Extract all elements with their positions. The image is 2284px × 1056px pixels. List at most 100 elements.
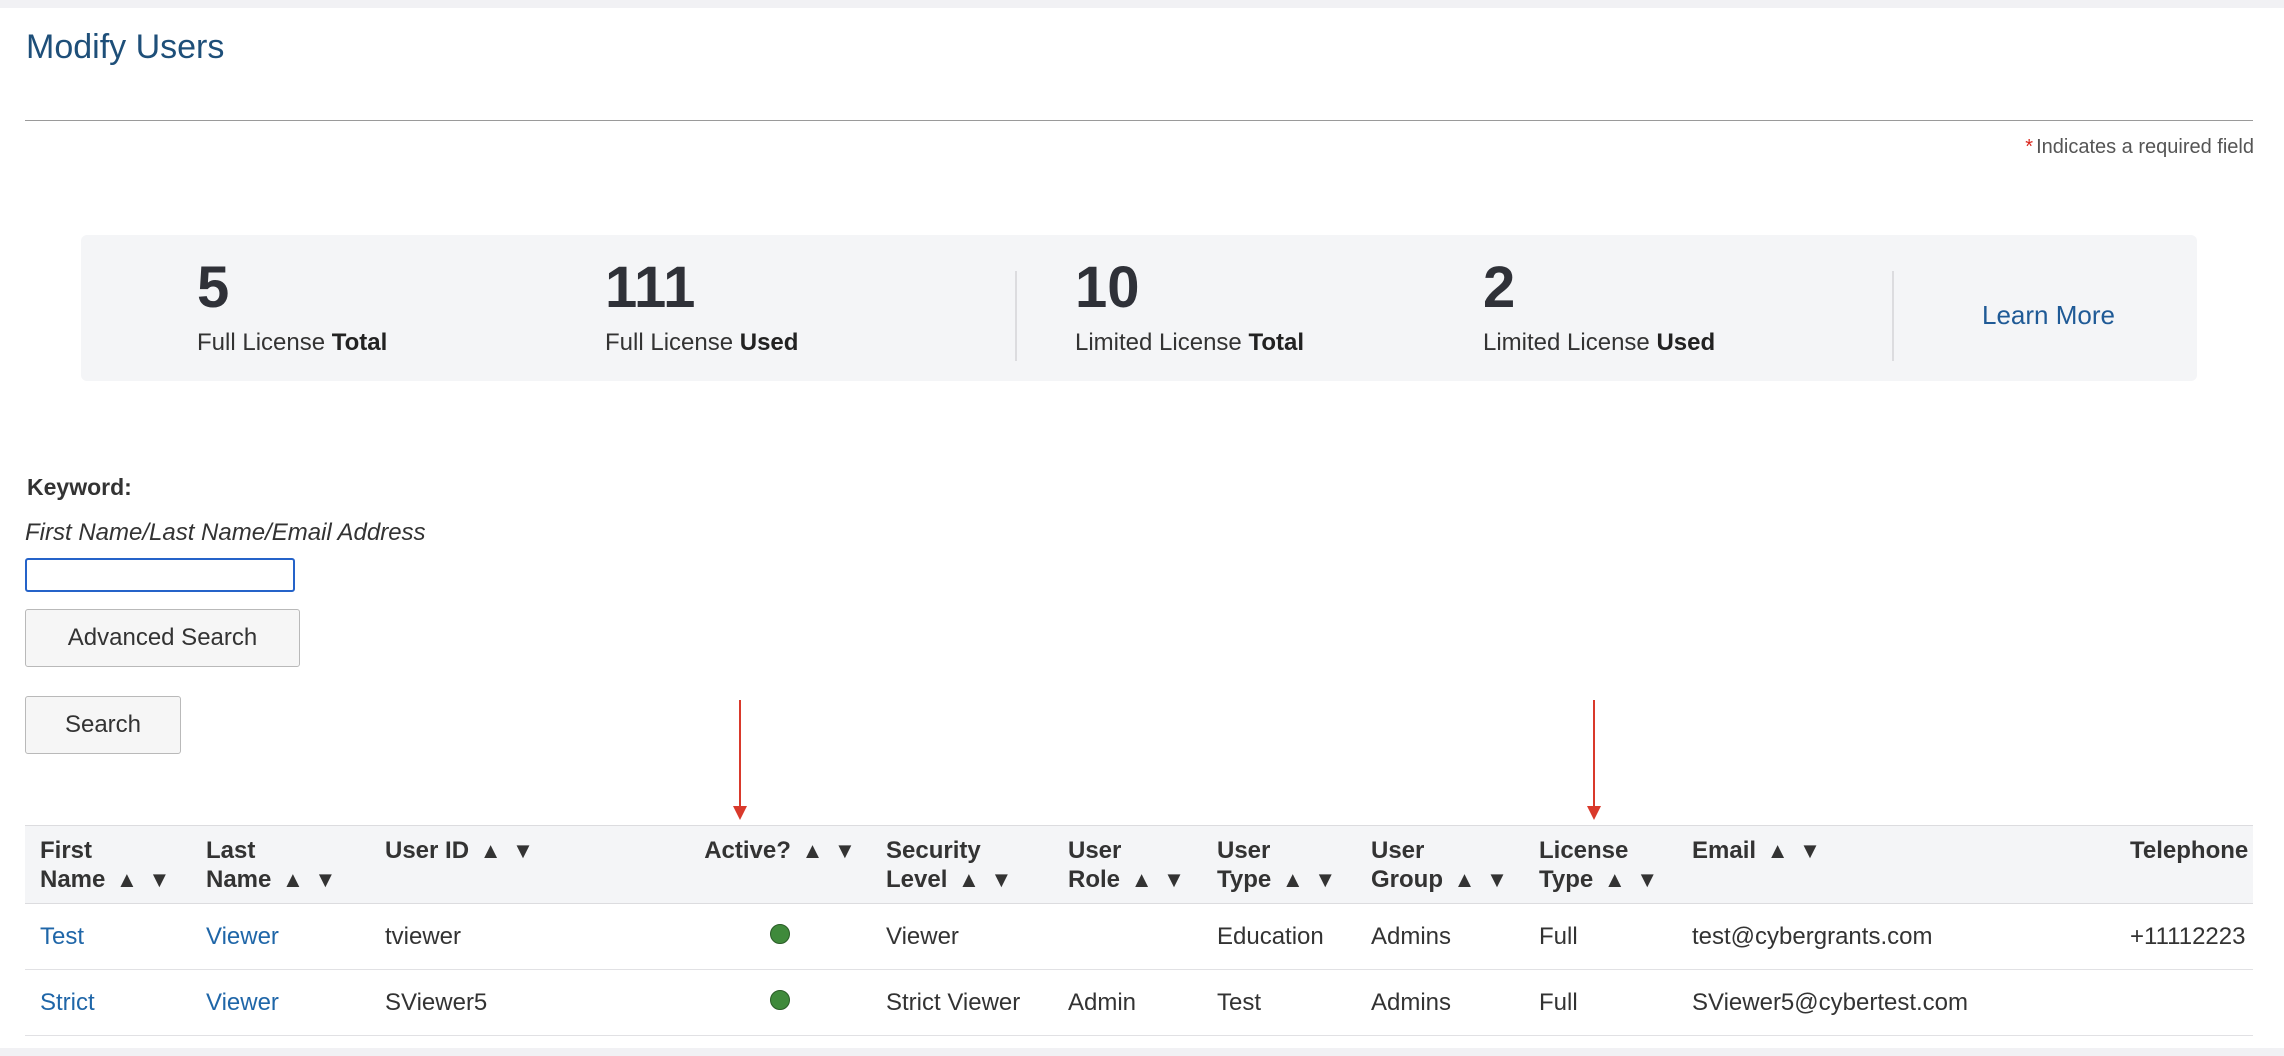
annotation-arrow-active-column (730, 700, 750, 822)
cell-user-role: Admin (1053, 969, 1202, 1036)
required-note-text: Indicates a required field (2036, 136, 2254, 158)
sort-ascending-icon[interactable]: ▲ (1603, 867, 1626, 892)
last-name-link[interactable]: Viewer (206, 922, 279, 950)
cell-security-level: Strict Viewer (871, 969, 1053, 1036)
limited-license-total-value: 10 (1075, 255, 1140, 320)
full-license-total-stat: 5 Full License Total (197, 255, 387, 357)
header-text: Group (1371, 866, 1443, 893)
limited-license-used-label: Limited License Used (1483, 329, 1715, 357)
first-name-link[interactable]: Test (40, 922, 85, 950)
annotation-arrow-license-type-column (1584, 700, 1604, 822)
sort-ascending-icon[interactable]: ▲ (116, 867, 138, 892)
full-license-used-label: Full License Used (605, 329, 798, 357)
search-button[interactable]: Search (25, 696, 181, 754)
sort-descending-icon[interactable]: ▼ (512, 838, 534, 863)
full-license-used-value: 111 (605, 255, 696, 320)
sort-descending-icon[interactable]: ▼ (1486, 867, 1508, 892)
sort-ascending-icon[interactable]: ▲ (282, 867, 304, 892)
column-header-email[interactable]: Email ▲ ▼ (1677, 825, 2115, 904)
column-header-user-role[interactable]: User Role ▲ ▼ (1053, 825, 1202, 904)
cell-active (689, 903, 871, 970)
sort-descending-icon[interactable]: ▼ (1163, 867, 1185, 892)
cell-telephone: +11112223 (2115, 903, 2253, 970)
table-header-row: First Name ▲ ▼ Last Name ▲ ▼ User ID ▲ (25, 825, 2253, 904)
header-text: Role (1068, 866, 1121, 893)
table-row: Test Viewer tviewer Viewer Education Adm… (25, 903, 2253, 970)
header-text: Type (1539, 866, 1594, 893)
sort-ascending-icon[interactable]: ▲ (1453, 867, 1476, 892)
column-header-user-id[interactable]: User ID ▲ ▼ (370, 825, 689, 904)
full-license-used-stat: 111 Full License Used (605, 255, 798, 357)
cell-license-type: Full (1524, 969, 1677, 1036)
sort-descending-icon[interactable]: ▼ (148, 867, 171, 892)
column-header-first-name[interactable]: First Name ▲ ▼ (25, 825, 191, 904)
users-table-container: First Name ▲ ▼ Last Name ▲ ▼ User ID ▲ (25, 825, 2253, 1056)
sort-descending-icon[interactable]: ▼ (834, 838, 856, 863)
keyword-hint: First Name/Last Name/Email Address (25, 519, 426, 546)
keyword-search-input[interactable] (25, 558, 295, 592)
column-header-license-type[interactable]: License Type ▲ ▼ (1524, 825, 1677, 904)
stat-label-bold: Total (331, 329, 388, 356)
limited-license-used-stat: 2 Limited License Used (1483, 255, 1715, 357)
required-star: * (2025, 136, 2034, 158)
cell-email: SViewer5@cybertest.com (1677, 969, 2115, 1036)
header-text: Email (1692, 837, 1757, 864)
active-status-dot-icon (770, 923, 790, 944)
header-text: User ID (385, 837, 470, 864)
sort-descending-icon[interactable]: ▼ (1314, 867, 1337, 892)
stat-label-text: Limited License (1075, 329, 1249, 356)
last-name-link[interactable]: Viewer (206, 988, 279, 1016)
cell-license-type: Full (1524, 903, 1677, 970)
header-text: User (1068, 837, 1122, 864)
learn-more-link[interactable]: Learn More (1982, 300, 2115, 330)
cell-first-name: Test (25, 903, 191, 970)
full-license-total-label: Full License Total (197, 329, 387, 357)
sort-ascending-icon[interactable]: ▲ (1766, 838, 1789, 863)
sort-ascending-icon[interactable]: ▲ (479, 838, 502, 863)
advanced-search-button[interactable]: Advanced Search (25, 609, 300, 667)
header-text: User (1217, 837, 1271, 864)
title-divider (25, 120, 2253, 121)
sort-descending-icon[interactable]: ▼ (1636, 867, 1659, 892)
sort-descending-icon[interactable]: ▼ (1799, 838, 1821, 863)
cell-active (689, 969, 871, 1036)
cell-telephone (2115, 969, 2253, 1036)
cell-user-role (1053, 903, 1202, 970)
limited-license-total-label: Limited License Total (1075, 329, 1304, 357)
column-header-active[interactable]: Active? ▲ ▼ (689, 825, 871, 904)
column-header-telephone[interactable]: Telephone (2115, 825, 2253, 904)
panel-divider (1015, 271, 1017, 361)
sort-descending-icon[interactable]: ▼ (314, 867, 337, 892)
header-text: Security (886, 837, 981, 864)
sort-descending-icon[interactable]: ▼ (990, 867, 1013, 892)
header-text: Name (206, 866, 272, 893)
header-text: Last (206, 837, 256, 864)
cell-user-id: SViewer5 (370, 969, 689, 1036)
header-text: Level (886, 866, 948, 893)
cell-user-id: tviewer (370, 903, 689, 970)
panel-divider (1892, 271, 1894, 361)
sort-ascending-icon[interactable]: ▲ (1130, 867, 1153, 892)
cell-first-name: Strict (25, 969, 191, 1036)
stat-label-bold: Total (1248, 329, 1304, 356)
first-name-link[interactable]: Strict (40, 988, 95, 1016)
sort-ascending-icon[interactable]: ▲ (958, 867, 980, 892)
stat-label-text: Limited License (1483, 329, 1657, 356)
license-summary-panel: 5 Full License Total 111 Full License Us… (81, 235, 2197, 381)
table-row: Strict Viewer SViewer5 Strict Viewer Adm… (25, 969, 2253, 1036)
column-header-security-level[interactable]: Security Level ▲ ▼ (871, 825, 1053, 904)
column-header-user-type[interactable]: User Type ▲ ▼ (1202, 825, 1356, 904)
stat-label-text: Full License (605, 329, 740, 356)
column-header-user-group[interactable]: User Group ▲ ▼ (1356, 825, 1524, 904)
limited-license-total-stat: 10 Limited License Total (1075, 255, 1304, 357)
stat-label-bold: Used (1656, 329, 1716, 356)
users-table: First Name ▲ ▼ Last Name ▲ ▼ User ID ▲ (25, 825, 2253, 1036)
header-text: License (1539, 837, 1629, 864)
active-status-dot-icon (770, 989, 790, 1010)
column-header-last-name[interactable]: Last Name ▲ ▼ (191, 825, 370, 904)
sort-ascending-icon[interactable]: ▲ (801, 838, 824, 863)
full-license-total-value: 5 (197, 255, 230, 320)
header-text: Type (1217, 866, 1272, 893)
sort-ascending-icon[interactable]: ▲ (1281, 867, 1304, 892)
required-field-note: * Indicates a required field (2025, 136, 2254, 159)
